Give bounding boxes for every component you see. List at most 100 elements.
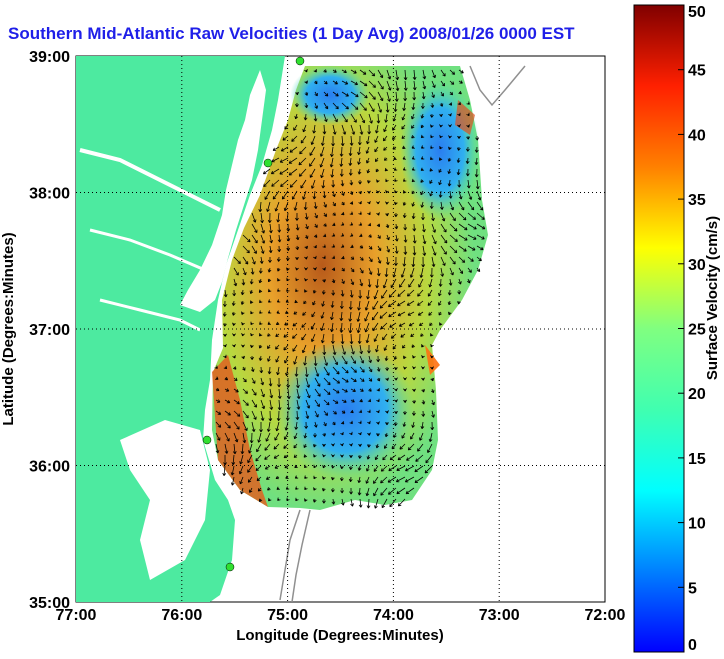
colorbar-tick-label: 10 xyxy=(688,516,706,533)
velocity-arrow xyxy=(467,234,477,240)
velocity-arrow xyxy=(264,454,271,460)
velocity-arrow xyxy=(300,179,307,189)
x-tick-label: 76:00 xyxy=(161,607,202,624)
velocity-arrow xyxy=(395,80,400,92)
velocity-arrow xyxy=(467,245,476,251)
velocity-arrow xyxy=(292,322,298,327)
velocity-arrow xyxy=(380,487,388,496)
velocity-arrow xyxy=(364,322,370,333)
velocity-arrow xyxy=(233,377,238,382)
velocity-arrow xyxy=(386,234,390,241)
velocity-arrow xyxy=(359,113,366,124)
velocity-arrow xyxy=(269,388,274,399)
velocity-arrow xyxy=(359,102,367,111)
velocity-arrow xyxy=(384,355,389,362)
velocity-arrow xyxy=(420,145,425,149)
velocity-arrow xyxy=(411,156,416,160)
velocity-arrow xyxy=(341,69,347,74)
velocity-arrow xyxy=(350,113,357,123)
velocity-arrow xyxy=(405,465,415,472)
velocity-arrow xyxy=(449,223,458,232)
velocity-arrow xyxy=(240,487,244,495)
velocity-arrow xyxy=(368,256,373,263)
velocity-arrow xyxy=(385,388,389,392)
velocity-arrow xyxy=(305,399,311,409)
velocity-arrow xyxy=(239,454,244,465)
velocity-arrow xyxy=(313,432,317,438)
velocity-arrow xyxy=(304,256,308,260)
velocity-arrow xyxy=(448,135,452,139)
velocity-arrow xyxy=(273,454,280,459)
velocity-arrow xyxy=(242,245,250,254)
velocity-arrow xyxy=(313,234,318,238)
velocity-arrow xyxy=(407,311,415,316)
velocity-arrow xyxy=(414,465,424,473)
velocity-arrow xyxy=(440,223,447,233)
velocity-arrow xyxy=(233,278,238,287)
velocity-arrow xyxy=(295,234,300,241)
velocity-arrow xyxy=(314,223,318,228)
velocity-arrow xyxy=(458,90,462,95)
velocity-arrow xyxy=(238,465,244,475)
velocity-arrow xyxy=(440,234,448,244)
velocity-arrow xyxy=(381,498,388,509)
velocity-arrow xyxy=(286,234,291,242)
velocity-arrow xyxy=(322,432,327,437)
velocity-arrow xyxy=(249,289,254,294)
velocity-arrow xyxy=(233,399,240,405)
velocity-arrow xyxy=(373,465,379,472)
velocity-arrow xyxy=(259,321,263,325)
river-2 xyxy=(89,228,206,272)
velocity-arrow xyxy=(431,91,435,98)
velocity-arrow xyxy=(350,256,355,260)
y-tick-label: 39:00 xyxy=(29,49,70,66)
velocity-arrow xyxy=(412,69,417,80)
velocity-arrow xyxy=(358,409,363,414)
high-speed-edge xyxy=(212,355,268,507)
velocity-arrow xyxy=(323,212,327,218)
velocity-arrow xyxy=(242,421,248,432)
velocity-arrow xyxy=(439,157,443,161)
velocity-arrow xyxy=(458,80,463,84)
velocity-arrow xyxy=(406,289,415,297)
velocity-arrow xyxy=(274,201,280,212)
velocity-arrow xyxy=(232,355,236,359)
velocity-arrow xyxy=(394,178,398,182)
velocity-arrow xyxy=(341,190,345,196)
velocity-arrow xyxy=(267,267,272,273)
velocity-arrow xyxy=(359,267,364,274)
velocity-arrow xyxy=(367,222,372,227)
velocity-arrow xyxy=(340,431,344,436)
velocity-arrow xyxy=(350,498,354,507)
velocity-arrow xyxy=(224,432,230,442)
velocity-arrow xyxy=(255,465,262,471)
velocity-arrow xyxy=(341,91,349,97)
velocity-arrow xyxy=(341,113,348,123)
velocity-arrow xyxy=(448,311,452,316)
velocity-arrow xyxy=(376,190,380,194)
velocity-arrow xyxy=(397,300,406,307)
velocity-arrow xyxy=(375,278,380,289)
velocity-arrow xyxy=(412,377,416,381)
velocity-arrow xyxy=(373,289,379,300)
velocity-arrow xyxy=(349,179,354,186)
velocity-arrow xyxy=(241,355,245,360)
velocity-arrow xyxy=(224,410,231,416)
velocity-arrow xyxy=(323,355,329,366)
velocity-arrow xyxy=(348,146,353,156)
velocity-arrow xyxy=(251,377,256,384)
velocity-arrow xyxy=(364,311,370,322)
velocity-arrow xyxy=(377,256,382,264)
velocity-arrow xyxy=(267,344,271,350)
velocity-arrow xyxy=(350,388,356,392)
velocity-arrow xyxy=(277,288,281,292)
velocity-arrow xyxy=(440,267,445,277)
velocity-arrow xyxy=(296,399,301,410)
velocity-arrow xyxy=(223,343,227,348)
velocity-arrow xyxy=(305,377,311,388)
velocity-arrow xyxy=(350,244,354,248)
velocity-arrow xyxy=(411,212,416,220)
velocity-arrow xyxy=(263,179,271,188)
velocity-arrow xyxy=(403,91,408,102)
velocity-arrow xyxy=(367,409,371,414)
